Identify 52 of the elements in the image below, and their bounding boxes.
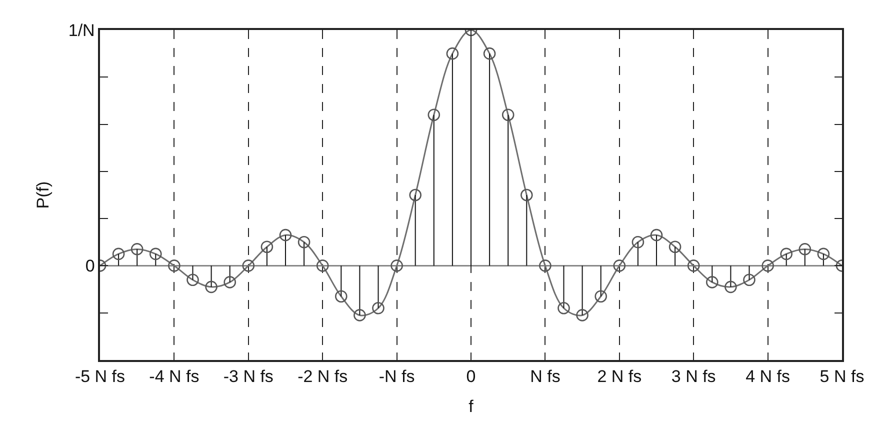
point: [558, 302, 570, 314]
x-tick-label: 4 N fs: [746, 367, 790, 386]
point: [668, 240, 682, 254]
point: [780, 248, 792, 260]
point: [224, 276, 236, 288]
x-tick-label: -4 N fs: [149, 367, 200, 386]
point: [279, 228, 292, 242]
point: [613, 260, 626, 272]
x-tick-label: 0: [466, 367, 476, 386]
point: [483, 47, 496, 60]
point: [632, 236, 644, 248]
point: [390, 260, 403, 272]
point: [539, 260, 552, 272]
x-tick-label: -N fs: [378, 367, 415, 386]
x-tick-label: 2 N fs: [597, 367, 642, 386]
point: [372, 302, 384, 314]
point: [150, 248, 162, 260]
point: [298, 236, 310, 248]
x-tick-label: -2 N fs: [298, 367, 348, 386]
point: [446, 47, 459, 60]
point: [650, 228, 663, 242]
y-axis-title: P(f): [33, 181, 52, 209]
point: [428, 108, 440, 122]
x-tick-label: -5 N fs: [74, 367, 126, 386]
point: [594, 290, 607, 303]
x-tick-label: 5 N fs: [820, 367, 864, 386]
point: [724, 280, 737, 294]
x-axis-title: f: [468, 397, 474, 416]
point: [205, 280, 218, 294]
point: [112, 248, 125, 260]
point: [706, 276, 718, 288]
x-tick-label: -3 N fs: [223, 367, 274, 386]
point: [817, 248, 830, 260]
point: [130, 243, 144, 256]
point: [242, 260, 255, 272]
point: [743, 274, 756, 286]
point: [687, 260, 700, 272]
x-tick-label: N fs: [530, 367, 560, 386]
x-tick-label: 3 N fs: [671, 367, 716, 386]
point: [335, 290, 348, 303]
y-tick-label: 1/N: [68, 20, 95, 40]
point: [576, 309, 588, 322]
point: [260, 240, 274, 254]
point: [762, 260, 774, 272]
point: [354, 309, 366, 322]
point: [316, 260, 329, 272]
point: [409, 188, 422, 202]
point: [520, 188, 533, 202]
point: [168, 260, 180, 272]
point: [798, 243, 812, 256]
point: [502, 108, 514, 122]
point: [186, 274, 199, 286]
